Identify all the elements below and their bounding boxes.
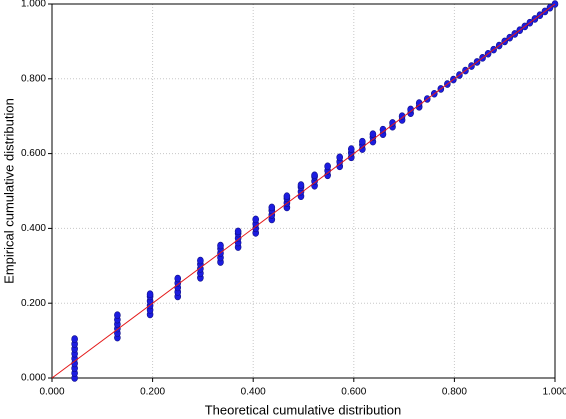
point xyxy=(398,112,406,120)
y-tick-label: 0.000 xyxy=(21,373,46,384)
point xyxy=(311,171,318,180)
point xyxy=(234,227,242,236)
x-tick-label: 0.200 xyxy=(140,387,165,398)
point xyxy=(359,137,366,146)
point xyxy=(146,290,154,299)
y-tick-label: 0.200 xyxy=(21,298,46,309)
x-tick-label: 1.000 xyxy=(542,387,566,398)
reference-line xyxy=(51,3,556,379)
y-tick-label: 0.800 xyxy=(21,73,46,84)
plot-frame xyxy=(51,3,556,379)
y-tick-label: 0.600 xyxy=(21,148,46,159)
point xyxy=(268,203,276,212)
point xyxy=(114,311,121,319)
point xyxy=(324,162,331,171)
x-axis-label: Theoretical cumulative distribution xyxy=(205,402,402,417)
point xyxy=(197,256,204,265)
y-tick-label: 1.000 xyxy=(21,0,46,10)
point xyxy=(347,145,355,153)
point xyxy=(369,130,377,138)
point xyxy=(336,153,344,162)
x-tick-label: 0.800 xyxy=(442,387,467,398)
y-axis-label: Empirical cumulative distribution xyxy=(1,98,16,284)
point xyxy=(217,241,224,250)
y-tick-label: 0.400 xyxy=(21,223,46,234)
point xyxy=(297,181,305,189)
x-tick-label: 0.000 xyxy=(39,387,64,398)
x-tick-label: 0.600 xyxy=(341,387,366,398)
point xyxy=(174,274,182,283)
x-tick-label: 0.400 xyxy=(241,387,266,398)
point xyxy=(71,335,78,343)
point xyxy=(283,192,291,201)
point xyxy=(252,215,260,224)
